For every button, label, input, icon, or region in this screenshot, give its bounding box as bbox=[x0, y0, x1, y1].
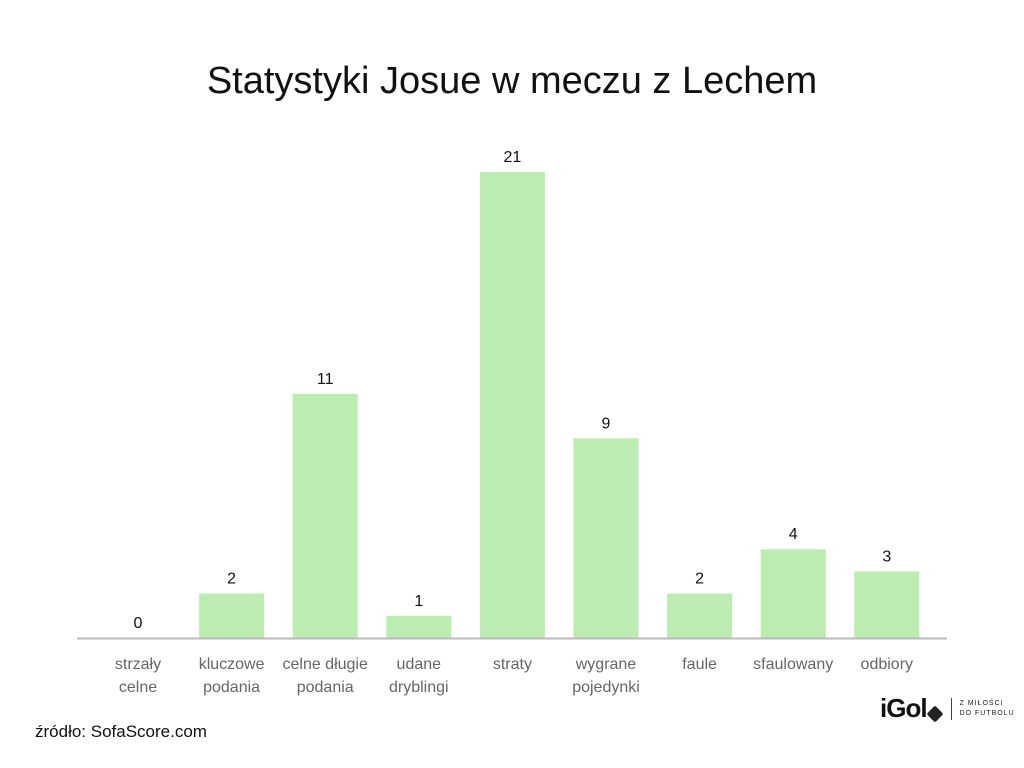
source-note: źródło: SofaScore.com bbox=[35, 722, 207, 741]
x-tick-label: pojedynki bbox=[572, 679, 640, 696]
bar bbox=[292, 393, 358, 638]
logo-badge-icon bbox=[926, 705, 944, 722]
data-label: 2 bbox=[695, 571, 704, 588]
bar bbox=[479, 172, 545, 638]
bar bbox=[573, 438, 639, 638]
x-tick-label: sfaulowany bbox=[753, 656, 833, 673]
data-label: 0 bbox=[134, 615, 143, 632]
x-tick-label: podania bbox=[297, 679, 354, 696]
data-label: 2 bbox=[227, 571, 236, 588]
data-label: 11 bbox=[317, 371, 334, 388]
x-tick-label: faule bbox=[682, 656, 717, 673]
x-tick-label: odbiory bbox=[861, 656, 913, 673]
bar bbox=[854, 571, 920, 638]
bar bbox=[667, 593, 733, 638]
x-tick-label: dryblingi bbox=[389, 679, 449, 696]
x-tick-label: celne długie bbox=[282, 656, 368, 673]
data-label: 21 bbox=[504, 149, 522, 166]
data-label: 4 bbox=[789, 526, 798, 543]
data-label: 9 bbox=[602, 415, 611, 432]
x-tick-label: strzały bbox=[115, 656, 161, 673]
x-tick-label: celne bbox=[119, 679, 157, 696]
x-tick-label: udane bbox=[397, 656, 442, 673]
x-tick-label: podania bbox=[203, 679, 260, 696]
data-label: 1 bbox=[414, 593, 423, 610]
bar bbox=[386, 615, 452, 638]
x-tick-label: wygrane bbox=[575, 656, 637, 673]
data-label: 3 bbox=[882, 548, 891, 565]
bar bbox=[199, 593, 265, 638]
igol-logo: iGol Z MIŁOŚCI DO FUTBOLU bbox=[880, 693, 1015, 724]
x-tick-label: straty bbox=[493, 656, 532, 673]
bar bbox=[760, 549, 826, 638]
logo-divider bbox=[950, 697, 952, 720]
chart-title: Statystyki Josue w meczu z Lechem bbox=[206, 60, 818, 102]
logo-brand: iGol bbox=[880, 693, 928, 723]
logo-tagline: Z MIŁOŚCI DO FUTBOLU bbox=[959, 699, 1015, 717]
x-tick-label: kluczowe bbox=[199, 656, 265, 673]
